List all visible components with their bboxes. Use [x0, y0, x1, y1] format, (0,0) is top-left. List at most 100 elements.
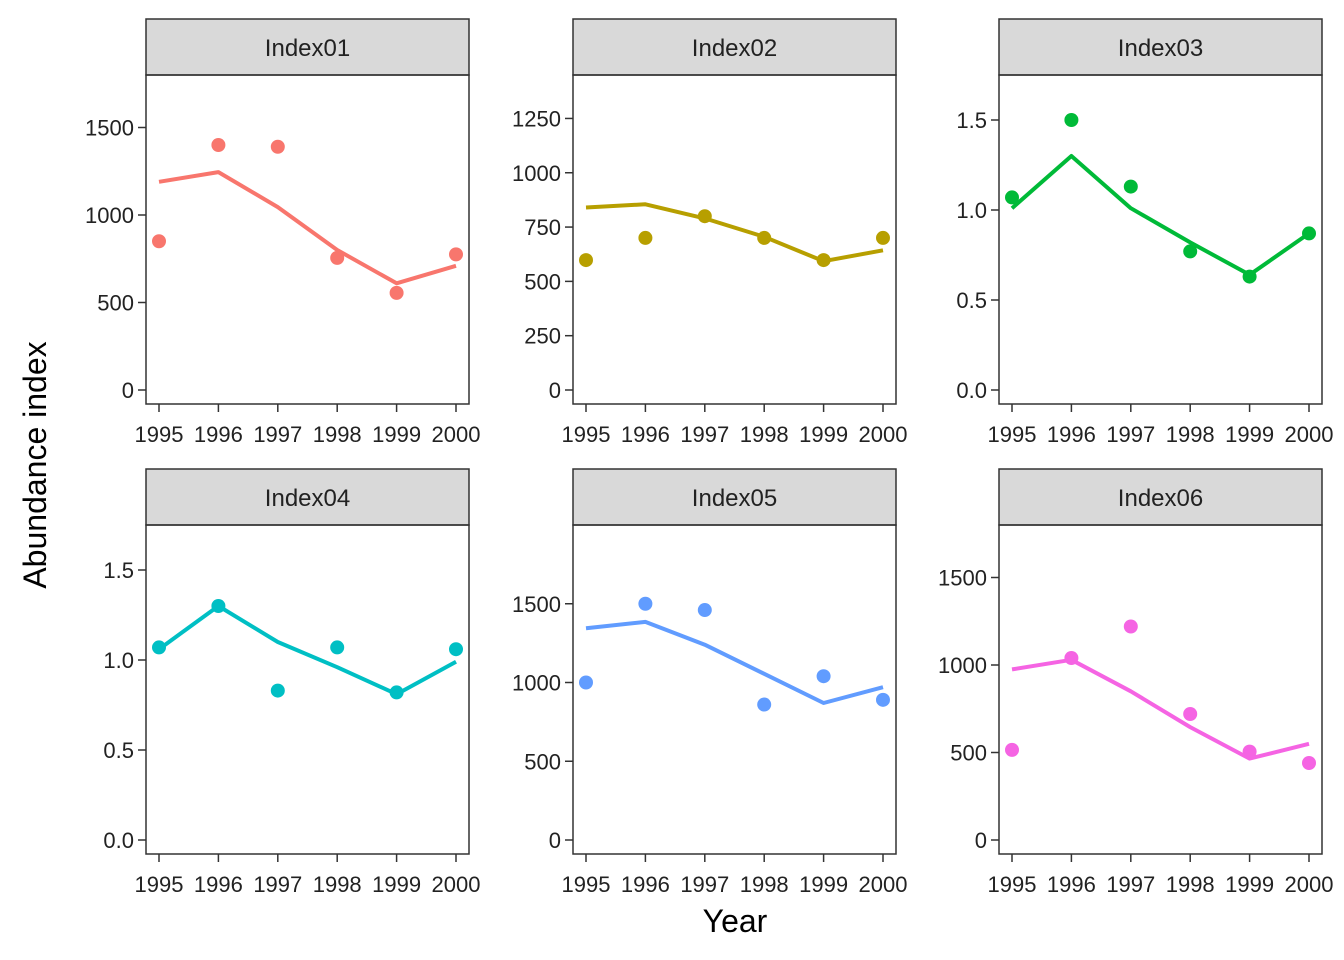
observed-point	[876, 692, 890, 707]
panel-strip	[998, 468, 1323, 526]
observed-point	[876, 230, 890, 245]
observed-point	[1242, 269, 1257, 284]
x-tick-label: 1999	[1225, 872, 1274, 897]
observed-point	[1242, 744, 1257, 759]
y-tick-label: 0	[549, 828, 561, 853]
panel-index01: Index01 0 500 1000 1500 1995 1996 1997 1998 1999 2…	[85, 18, 481, 447]
x-tick-label: 1998	[313, 422, 362, 447]
x-tick-label: 1995	[988, 422, 1037, 447]
x-tick-label: 1996	[1047, 422, 1096, 447]
observed-point	[1064, 113, 1079, 127]
observed-point	[211, 599, 226, 613]
observed-point	[1302, 226, 1316, 241]
observed-point	[1005, 742, 1019, 757]
panel-index04: Index04 0.0 0.5 1.0 1.5 1995 1996 1997 1998 1999 2…	[103, 468, 481, 897]
observed-point	[389, 685, 404, 700]
observed-point	[330, 250, 345, 265]
x-tick-label: 1999	[372, 872, 421, 897]
x-tick-label: 2000	[432, 872, 481, 897]
observed-point	[816, 669, 831, 684]
panel-border	[572, 524, 897, 855]
x-tick-label: 1996	[1047, 872, 1096, 897]
fitted-line	[1011, 657, 1310, 761]
x-tick-label: 1997	[680, 872, 729, 897]
observed-point	[579, 675, 593, 690]
y-tick-label: 250	[524, 324, 561, 349]
panel-strip	[145, 468, 470, 526]
fitted-line	[157, 604, 457, 697]
panel-title: Index02	[692, 35, 777, 62]
panel-strip	[998, 18, 1323, 76]
observed-point	[1183, 244, 1198, 259]
observed-point	[152, 640, 166, 655]
fitted-line	[158, 170, 457, 286]
panel-border	[998, 74, 1323, 405]
x-tick-label: 1997	[1106, 422, 1155, 447]
observed-point	[697, 603, 712, 618]
x-tick-label: 1997	[253, 422, 302, 447]
x-tick-label: 1998	[1166, 872, 1215, 897]
observed-point	[1064, 651, 1079, 665]
x-tick-label: 1997	[253, 872, 302, 897]
panel-border	[145, 524, 470, 855]
x-tick-label: 1996	[194, 872, 243, 897]
panel-border	[145, 74, 470, 405]
panel-title: Index05	[692, 485, 777, 512]
x-tick-label: 1998	[740, 872, 789, 897]
y-tick-label: 1.0	[956, 198, 987, 223]
observed-point	[152, 234, 166, 249]
panel-title: Index01	[265, 35, 350, 62]
y-tick-label: 0.0	[103, 828, 134, 853]
y-tick-label: 0.0	[956, 378, 987, 403]
y-tick-label: 750	[524, 215, 561, 240]
panel-strip	[572, 468, 897, 526]
y-tick-label: 1500	[512, 592, 561, 617]
x-tick-label: 1999	[799, 422, 848, 447]
x-tick-label: 2000	[1285, 422, 1334, 447]
x-tick-label: 1995	[562, 872, 611, 897]
panels-group: Index01 0 500 1000 1500 1995 1996 1997 1998 1999 2…	[85, 18, 1334, 897]
y-tick-label: 500	[524, 749, 561, 774]
observed-point	[757, 230, 772, 245]
x-tick-label: 1995	[988, 872, 1037, 897]
panel-title: Index03	[1118, 35, 1203, 62]
x-tick-label: 2000	[432, 422, 481, 447]
x-tick-label: 1998	[313, 872, 362, 897]
y-tick-label: 1000	[938, 653, 987, 678]
fitted-line	[585, 202, 884, 264]
panel-title: Index06	[1118, 485, 1203, 512]
observed-point	[1005, 190, 1019, 205]
y-tick-label: 0	[975, 828, 987, 853]
x-tick-label: 1996	[194, 422, 243, 447]
x-tick-label: 2000	[859, 422, 908, 447]
observed-point	[449, 247, 463, 262]
y-tick-label: 1000	[512, 161, 561, 186]
observed-point	[638, 596, 653, 611]
observed-point	[330, 640, 345, 655]
y-tick-label: 1000	[85, 203, 134, 228]
fitted-line	[585, 619, 884, 705]
observed-point	[449, 642, 463, 657]
y-tick-label: 0.5	[956, 288, 987, 313]
x-axis-title: Year	[703, 903, 768, 939]
fitted-line	[1010, 154, 1311, 277]
x-tick-label: 1995	[562, 422, 611, 447]
observed-point	[1183, 707, 1198, 721]
observed-point	[816, 253, 831, 268]
observed-point	[757, 697, 772, 712]
observed-point	[697, 209, 712, 224]
y-tick-label: 1500	[85, 116, 134, 141]
x-tick-label: 1995	[135, 872, 184, 897]
observed-point	[211, 138, 226, 152]
panel-index02: Index02 0 250 500 750 1000 1250 1995 1996 1997 199…	[512, 18, 908, 447]
y-tick-label: 1.5	[956, 108, 987, 133]
panel-strip	[572, 18, 897, 76]
observed-point	[389, 285, 404, 300]
y-tick-label: 0	[549, 378, 561, 403]
panel-index05: Index05 0 500 1000 1500 1995 1996 1997 1998 1999 2…	[512, 468, 907, 897]
x-tick-label: 1995	[135, 422, 184, 447]
panel-index06: Index06 0 500 1000 1500 1995 1996 1997 1998 1999 2…	[938, 468, 1333, 897]
x-tick-label: 1997	[680, 422, 729, 447]
observed-point	[579, 253, 593, 268]
